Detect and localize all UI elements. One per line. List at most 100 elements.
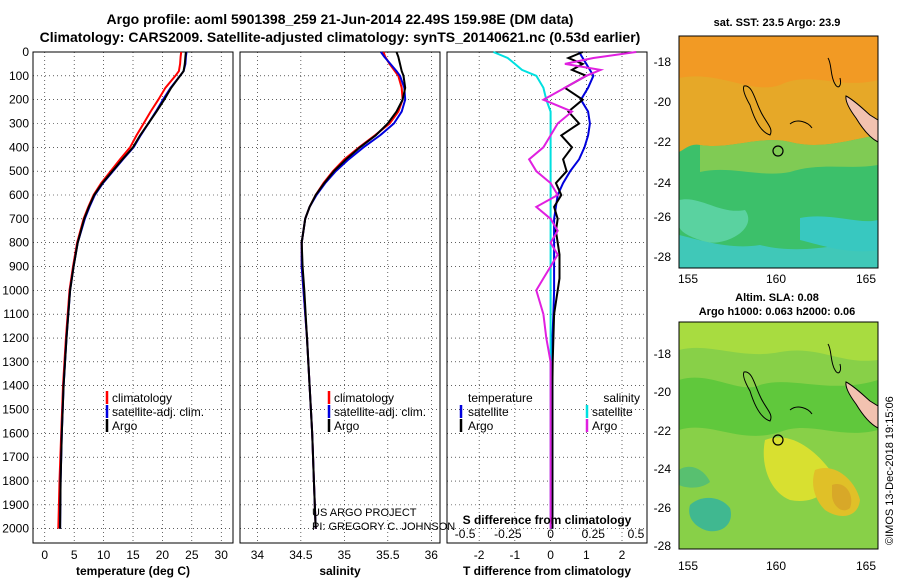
credit-project: US ARGO PROJECT — [312, 507, 417, 519]
x-tick-label: 36 — [425, 548, 439, 562]
salinity-legend: climatology satellite-adj. clim. Argo — [327, 391, 426, 433]
tick-label: -28 — [654, 539, 672, 553]
tick-label: -18 — [654, 347, 672, 361]
tick-label: 155 — [678, 559, 698, 573]
sst-map — [678, 35, 879, 269]
y-tick-label: 1600 — [2, 426, 29, 440]
x-tick-label: 34 — [251, 548, 265, 562]
series-line-salinity-satellite — [493, 51, 552, 529]
x-tick-label: 0 — [547, 548, 554, 562]
legend-label-satellite: satellite-adj. clim. — [334, 405, 426, 419]
s-x-tick-label: 0.5 — [628, 527, 645, 541]
s-x-tick-label: -0.25 — [494, 527, 522, 541]
series-line-temperature-argo — [551, 51, 589, 529]
tick-label: -24 — [654, 462, 672, 476]
y-tick-label: 1800 — [2, 474, 29, 488]
y-tick-label: 1000 — [2, 283, 29, 297]
x-tick-label: 20 — [156, 548, 170, 562]
y-tick-label: 1900 — [2, 498, 29, 512]
imos-timestamp: ©IMOS 13-Dec-2018 19:15:06 — [884, 396, 896, 545]
y-tick-label: 200 — [9, 93, 29, 107]
t-difference-axis-label: T difference from climatology — [463, 564, 631, 578]
y-tick-label: 1700 — [2, 450, 29, 464]
legend-label-s-argo: Argo — [592, 419, 618, 433]
y-tick-label: 2000 — [2, 522, 29, 536]
difference-legend: temperature satellite Argo salinity sate… — [459, 391, 640, 433]
y-tick-label: 1500 — [2, 403, 29, 417]
y-tick-label: 800 — [9, 236, 29, 250]
x-tick-label: 30 — [215, 548, 229, 562]
temperature-legend: climatology satellite-adj. clim. Argo — [105, 391, 204, 433]
salinity-panel — [239, 51, 441, 544]
tick-label: -22 — [654, 424, 672, 438]
sla-map-title-1: Altim. SLA: 0.08 — [735, 292, 819, 304]
tick-label: -28 — [654, 250, 672, 264]
sla-map-yticks: -18 -20 -22 -24 -26 -28 — [654, 347, 672, 553]
sst-map-yticks: -18 -20 -22 -24 -26 -28 — [654, 55, 672, 264]
chart-title-line2: Climatology: CARS2009. Satellite-adjuste… — [39, 29, 641, 45]
y-tick-label: 1400 — [2, 379, 29, 393]
x-tick-label: 35 — [338, 548, 352, 562]
series-line-salinity-argo — [527, 51, 637, 529]
x-tick-label: 25 — [185, 548, 199, 562]
y-tick-label: 600 — [9, 188, 29, 202]
x-tick-label: 5 — [71, 548, 78, 562]
sla-map-title-2: Argo h1000: 0.063 h2000: 0.06 — [699, 306, 856, 318]
credit-pi: PI: GREGORY C. JOHNSON — [312, 521, 455, 533]
tick-label: -24 — [654, 176, 672, 190]
legend-label-s-satellite: satellite — [592, 405, 633, 419]
y-tick-label: 500 — [9, 164, 29, 178]
tick-label: -26 — [654, 501, 672, 515]
y-tick-label: 1300 — [2, 355, 29, 369]
legend-label-t-argo: Argo — [468, 419, 494, 433]
salinity-axis-label: salinity — [319, 564, 361, 578]
legend-label-climatology: climatology — [334, 391, 394, 405]
sst-map-xticks: 155 160 165 — [678, 272, 876, 286]
tick-label: 160 — [766, 272, 786, 286]
legend-label-climatology: climatology — [112, 391, 172, 405]
tick-label: -18 — [654, 55, 672, 69]
difference-panel — [446, 51, 648, 544]
x-tick-label: 15 — [126, 548, 140, 562]
sla-map — [678, 321, 879, 550]
x-tick-label: -1 — [510, 548, 521, 562]
legend-heading-salinity: salinity — [603, 391, 640, 405]
series-line-satellite-adj-clim- — [59, 51, 188, 529]
chart-title-line1: Argo profile: aoml 5901398_259 21-Jun-20… — [106, 11, 574, 27]
tick-label: -20 — [654, 385, 672, 399]
argo-position-marker — [772, 434, 784, 446]
tick-label: 165 — [856, 272, 876, 286]
x-tick-label: -2 — [474, 548, 485, 562]
sst-map-title: sat. SST: 23.5 Argo: 23.9 — [714, 17, 841, 29]
s-x-tick-label: 0.25 — [582, 527, 606, 541]
series-layer — [57, 51, 637, 529]
y-tick-label: 900 — [9, 260, 29, 274]
y-tick-label: 0 — [22, 45, 29, 59]
x-tick-label: 0 — [41, 548, 48, 562]
series-line-argo — [300, 51, 407, 529]
legend-label-satellite: satellite-adj. clim. — [112, 405, 204, 419]
y-tick-label: 1100 — [3, 307, 29, 321]
temperature-axis-label: temperature (deg C) — [76, 564, 190, 578]
x-tick-label: 1 — [583, 548, 590, 562]
s-x-tick-label: -0.5 — [455, 527, 476, 541]
tick-label: 160 — [766, 559, 786, 573]
tick-label: 165 — [856, 559, 876, 573]
argo-position-marker — [772, 145, 784, 157]
legend-heading-temperature: temperature — [468, 391, 533, 405]
tick-layer: 0100200300400500600700800900100011001200… — [2, 45, 644, 562]
grid-layer — [33, 51, 647, 543]
x-tick-label: 2 — [619, 548, 626, 562]
y-tick-label: 400 — [9, 140, 29, 154]
y-tick-label: 700 — [9, 212, 29, 226]
s-x-tick-label: 0 — [547, 527, 554, 541]
tick-label: -22 — [654, 135, 672, 149]
s-difference-axis-label: S difference from climatology — [463, 513, 632, 527]
x-tick-label: 10 — [97, 548, 111, 562]
legend-label-argo: Argo — [112, 419, 138, 433]
sla-map-xticks: 155 160 165 — [678, 559, 876, 573]
y-tick-label: 1200 — [2, 331, 29, 345]
temperature-panel — [32, 51, 234, 544]
x-tick-label: 35.5 — [376, 548, 400, 562]
